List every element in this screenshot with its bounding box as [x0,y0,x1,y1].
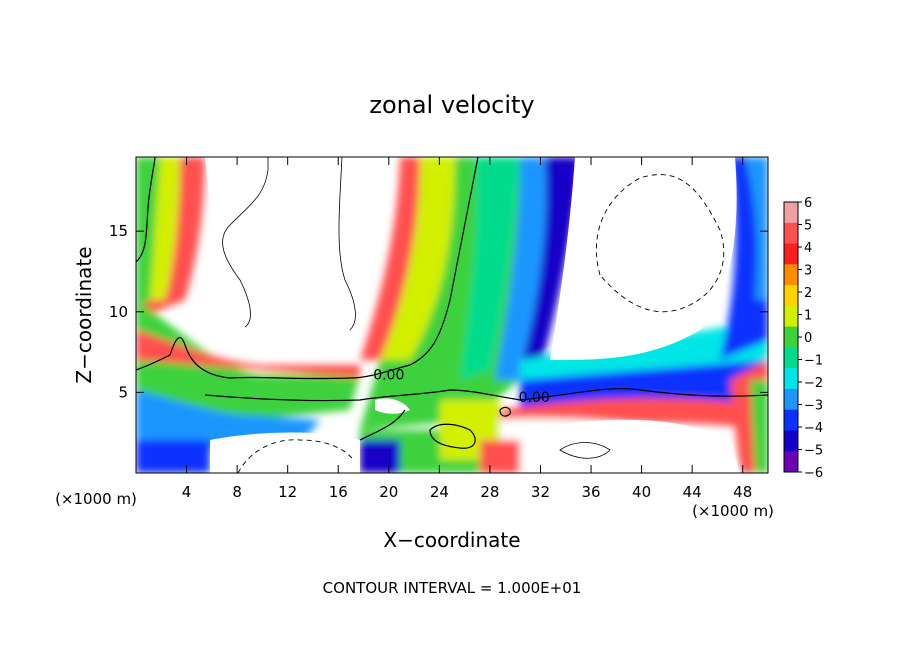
x-tick-label: 28 [480,483,499,501]
contour-label-layer: 0.00 0.00 [373,368,550,407]
colorbar-label: 5 [804,219,812,234]
x-tick-label: 20 [379,483,398,501]
x-tick-label: 44 [683,483,702,501]
colorbar-label: −4 [804,421,823,436]
colorbar-swatch [784,430,798,452]
colorbar-label: −6 [804,466,823,481]
colorbar-label: 3 [804,264,812,279]
heatmap-field [136,157,768,473]
x-axis: 4 8 12 16 20 24 28 32 36 40 44 48 [182,157,752,501]
x-tick-label: 8 [232,483,242,501]
colorbar-label: −3 [804,399,823,414]
colorbar-swatch [784,451,798,473]
y-tick-label: 5 [118,383,128,401]
x-tick-label: 4 [182,483,192,501]
contour-label: 0.00 [519,390,550,406]
y-tick-label: 15 [109,222,128,240]
contour-interval-note: CONTOUR INTERVAL = 1.000E+01 [323,579,582,597]
colorbar-swatch [784,243,798,265]
x-unit-left: (×1000 m) [55,490,137,508]
y-axis: 5 10 15 [109,222,768,401]
contour-label: 0.00 [373,368,404,384]
colorbar-swatch [784,285,798,307]
plot-frame [135,156,769,474]
chart-title: zonal velocity [369,91,534,119]
colorbar-swatch [784,326,798,348]
colorbar-swatch [784,305,798,328]
colorbar-label: −5 [804,444,823,459]
x-tick-label: 24 [430,483,449,501]
contour-lines-thin [222,157,611,459]
colorbar-swatch [784,409,798,431]
colorbar-swatch [784,347,798,369]
x-tick-label: 32 [531,483,550,501]
x-axis-title: X−coordinate [383,528,520,552]
x-tick-label: 48 [733,483,752,501]
colorbar-label: 0 [804,331,812,346]
colorbar-label: 6 [804,196,812,211]
colorbar-swatch [784,222,798,245]
contour-lines-dashed [237,174,725,473]
colorbar-swatch [784,368,798,390]
x-tick-label: 16 [329,483,348,501]
colorbar: 6 5 4 3 2 1 0 −1 −2 −3 −4 −5 −6 [783,196,823,481]
colorbar-swatch [784,388,798,411]
contour-lines [136,157,768,449]
colorbar-label: −2 [804,376,823,391]
x-tick-label: 40 [632,483,651,501]
x-tick-label: 36 [581,483,600,501]
y-tick-label: 10 [109,303,128,321]
x-unit-right: (×1000 m) [692,502,774,520]
colorbar-label: −1 [804,354,823,369]
colorbar-label: 4 [804,241,812,256]
colorbar-label: 1 [804,309,812,324]
colorbar-swatch [784,202,798,224]
colorbar-label: 2 [804,286,812,301]
y-axis-title: Z−coordinate [72,246,96,383]
colorbar-swatch [784,264,798,286]
x-tick-label: 12 [278,483,297,501]
